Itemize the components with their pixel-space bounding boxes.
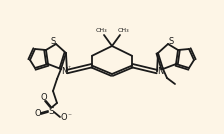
Text: S: S — [48, 107, 54, 116]
Text: O: O — [35, 109, 41, 118]
Text: ⁻: ⁻ — [67, 111, 71, 120]
Text: N: N — [61, 66, 67, 75]
Text: CH₃: CH₃ — [117, 27, 129, 33]
Text: S: S — [50, 38, 56, 46]
Text: CH₃: CH₃ — [95, 27, 107, 33]
Text: O: O — [41, 94, 47, 103]
Text: ⁺: ⁺ — [67, 66, 71, 70]
Text: S: S — [168, 38, 174, 46]
Text: N: N — [157, 66, 163, 75]
Text: O: O — [61, 113, 67, 122]
